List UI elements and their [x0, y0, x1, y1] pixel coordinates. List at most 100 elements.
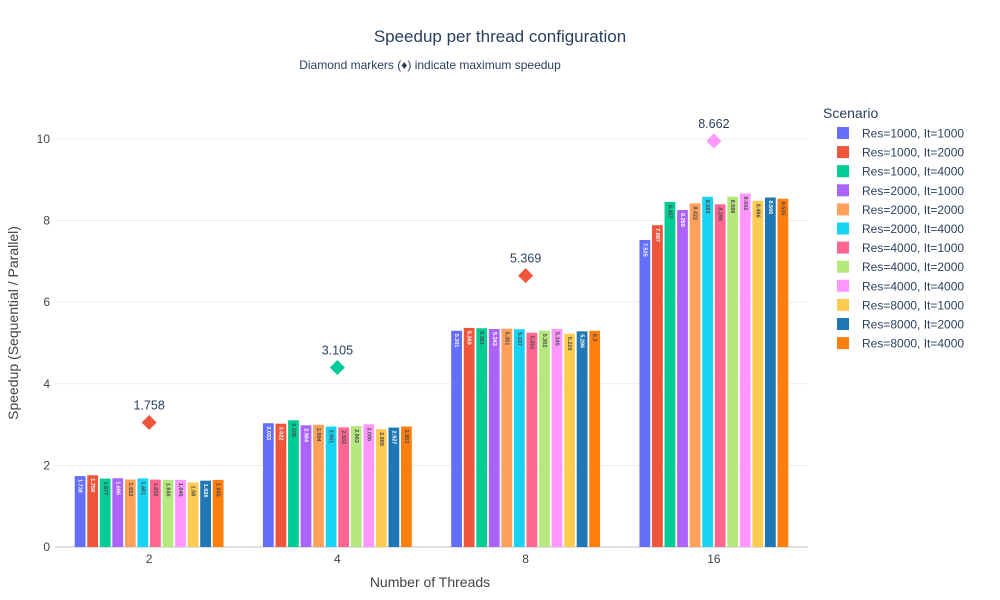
bar-value-label: 8.588: [729, 200, 735, 214]
bar-value-label: 1.626: [202, 484, 208, 498]
legend-item[interactable]: Res=4000, It=2000: [837, 260, 964, 274]
legend-label: Res=1000, It=2000: [862, 146, 964, 160]
bar: [463, 327, 475, 547]
bar: [752, 200, 764, 547]
bar: [564, 333, 575, 547]
bar: [363, 424, 375, 547]
bar-value-label: 3.006: [365, 427, 371, 441]
legend-swatch: [837, 146, 849, 159]
bar-value-label: 8.583: [704, 200, 710, 214]
legend-item[interactable]: Res=1000, It=1000: [837, 127, 964, 141]
bar-value-label: 5.361: [478, 331, 484, 345]
x-tick-label: 8: [522, 552, 529, 566]
bar: [401, 426, 412, 547]
legend-item[interactable]: Res=4000, It=1000: [837, 241, 964, 255]
bar-value-label: 2.927: [390, 431, 396, 445]
bar-value-label: 5.351: [503, 332, 509, 346]
legend-label: Res=8000, It=4000: [862, 337, 964, 351]
bar: [187, 482, 199, 547]
legend-item[interactable]: Res=2000, It=2000: [837, 203, 964, 217]
legend-label: Res=8000, It=2000: [862, 318, 964, 332]
bar-value-label: 2.994: [315, 428, 321, 443]
bar-value-label: 8.398: [717, 207, 723, 221]
bar: [74, 476, 86, 547]
bar: [175, 479, 186, 547]
bar: [200, 480, 211, 547]
legend-item[interactable]: Res=4000, It=4000: [837, 279, 964, 293]
bar: [137, 478, 149, 547]
bar-value-label: 7.525: [641, 243, 647, 257]
bar: [300, 425, 312, 547]
legend-swatch: [837, 127, 849, 139]
max-value-label: 5.369: [510, 252, 541, 266]
legend-item[interactable]: Res=8000, It=1000: [837, 298, 964, 312]
bar: [739, 193, 751, 548]
legend-items: Res=1000, It=1000 Res=1000, It=2000 Res=10…: [837, 127, 964, 351]
bar: [388, 427, 400, 547]
bar-value-label: 5.302: [541, 334, 547, 348]
legend-label: Res=4000, It=2000: [862, 260, 964, 274]
bar-value-label: 5.286: [579, 334, 585, 348]
bar: [313, 424, 324, 547]
x-axis-ticks: 2 4 8 16: [146, 552, 721, 566]
legend-item[interactable]: Res=1000, It=4000: [837, 165, 964, 179]
bar-value-label: 1.646: [164, 483, 170, 497]
legend-swatch: [837, 241, 849, 254]
legend-label: Res=1000, It=1000: [862, 127, 964, 141]
y-axis-ticks: 0 2 4 6 8 10: [37, 132, 51, 554]
bar-value-label: 8.422: [692, 206, 698, 220]
bar-value-label: 8.457: [666, 205, 672, 219]
legend-item[interactable]: Res=2000, It=1000: [837, 184, 964, 198]
bar-value-label: 1.58: [190, 486, 196, 497]
bar: [526, 332, 538, 547]
bar-value-label: 1.738: [77, 479, 83, 493]
bar-value-label: 2.951: [328, 430, 334, 444]
bar: [513, 329, 525, 547]
bar: [350, 426, 362, 547]
bar-value-label: 8.662: [742, 197, 748, 211]
max-diamond-marker: [518, 268, 534, 284]
bar: [714, 204, 726, 547]
bar-value-label: 1.681: [139, 481, 145, 495]
legend-item[interactable]: Res=1000, It=2000: [837, 146, 964, 160]
bar: [589, 330, 601, 547]
legend-swatch: [837, 260, 849, 273]
bar: [212, 479, 224, 547]
bar-value-label: 5.345: [554, 332, 560, 346]
bar: [150, 479, 161, 547]
legend-item[interactable]: Res=8000, It=2000: [837, 318, 964, 332]
bar-value-label: 5.251: [528, 336, 534, 350]
legend-swatch: [837, 184, 849, 197]
bar: [476, 328, 488, 547]
x-axis-title: Number of Threads: [370, 574, 490, 590]
bar: [501, 328, 513, 547]
bar-value-label: 1.645: [215, 483, 221, 497]
bar: [539, 330, 550, 547]
legend-item[interactable]: Res=8000, It=4000: [837, 337, 964, 351]
bar-value-label: 8.486: [754, 204, 760, 218]
max-value-label: 3.105: [322, 343, 353, 357]
bar: [551, 328, 563, 547]
bar: [451, 330, 462, 547]
bar: [112, 478, 124, 547]
bar-value-label: 8.535: [779, 202, 785, 216]
max-value-label: 8.662: [698, 117, 729, 131]
bar-value-label: 2.932: [340, 430, 346, 444]
bar-value-label: 1.646: [177, 483, 183, 497]
bar: [777, 198, 789, 547]
legend-item[interactable]: Res=2000, It=4000: [837, 222, 964, 236]
y-tick-label: 0: [43, 540, 50, 554]
bar-value-label: 7.887: [654, 228, 660, 242]
legend-label: Res=1000, It=4000: [862, 165, 964, 179]
legend-swatch: [837, 298, 849, 311]
bar: [727, 196, 739, 548]
legend-label: Res=8000, It=1000: [862, 298, 964, 312]
legend-label: Res=2000, It=2000: [862, 203, 964, 217]
x-tick-label: 2: [146, 552, 153, 566]
legend-swatch: [837, 222, 849, 235]
bar-value-label: 1.652: [152, 483, 158, 497]
bar-value-label: 5.301: [453, 334, 459, 348]
bar-value-label: 1.686: [114, 481, 120, 495]
y-axis-title: Speedup (Sequential / Parallel): [5, 226, 21, 420]
bar: [162, 479, 174, 547]
